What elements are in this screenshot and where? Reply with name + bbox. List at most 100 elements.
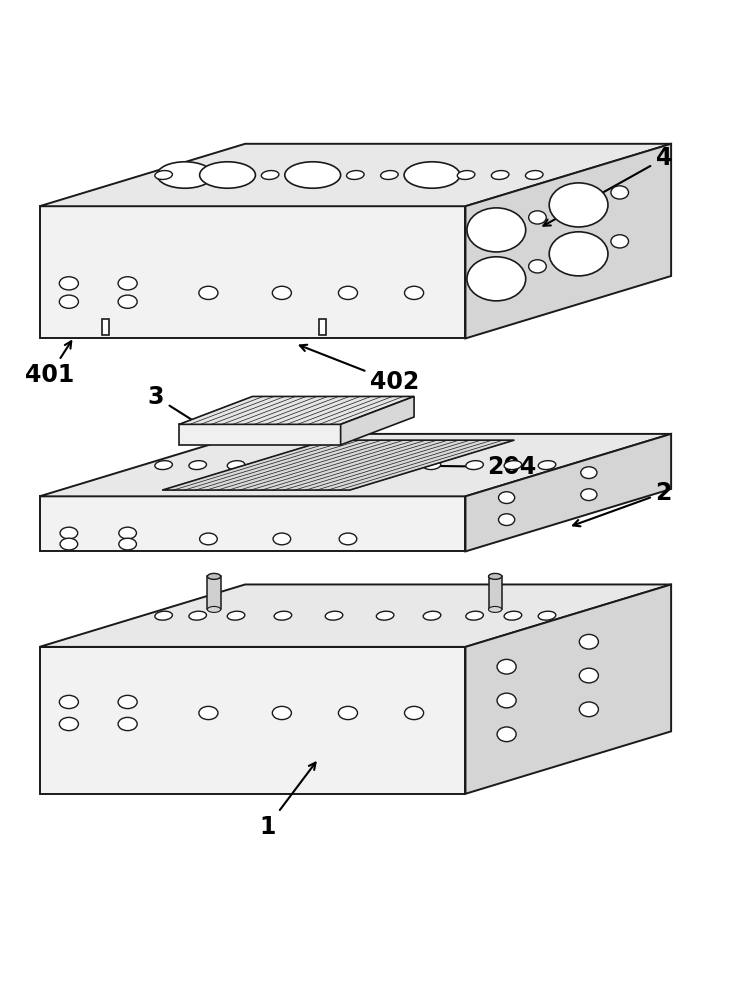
Ellipse shape (611, 235, 628, 248)
Ellipse shape (497, 727, 517, 742)
Ellipse shape (118, 295, 137, 308)
Polygon shape (39, 434, 671, 496)
Ellipse shape (59, 295, 78, 308)
Ellipse shape (491, 171, 509, 179)
Polygon shape (179, 424, 340, 445)
Ellipse shape (525, 171, 543, 179)
Polygon shape (465, 434, 671, 551)
Polygon shape (179, 396, 414, 424)
Text: 3: 3 (148, 385, 204, 428)
Ellipse shape (157, 162, 213, 188)
Ellipse shape (465, 611, 483, 620)
Ellipse shape (499, 514, 515, 526)
Ellipse shape (405, 706, 423, 720)
Ellipse shape (338, 706, 357, 720)
Ellipse shape (528, 211, 546, 224)
Ellipse shape (467, 257, 525, 301)
Ellipse shape (155, 611, 172, 620)
Ellipse shape (488, 573, 502, 579)
Ellipse shape (423, 461, 441, 470)
Ellipse shape (538, 461, 556, 470)
Ellipse shape (497, 659, 517, 674)
Text: 402: 402 (300, 345, 420, 394)
Polygon shape (465, 144, 671, 338)
Ellipse shape (59, 695, 78, 709)
Ellipse shape (118, 695, 137, 709)
Polygon shape (340, 396, 414, 445)
Ellipse shape (272, 286, 292, 299)
Ellipse shape (59, 717, 78, 731)
Ellipse shape (423, 611, 441, 620)
Polygon shape (207, 576, 221, 609)
Ellipse shape (467, 208, 525, 252)
Ellipse shape (579, 668, 599, 683)
Ellipse shape (272, 706, 292, 720)
Ellipse shape (497, 693, 517, 708)
Polygon shape (39, 496, 465, 551)
Ellipse shape (155, 171, 172, 179)
Ellipse shape (325, 611, 343, 620)
Ellipse shape (377, 461, 394, 470)
Ellipse shape (261, 171, 279, 179)
Ellipse shape (581, 489, 597, 501)
Polygon shape (488, 576, 502, 609)
Ellipse shape (227, 461, 245, 470)
Ellipse shape (199, 706, 218, 720)
Ellipse shape (118, 717, 137, 731)
Ellipse shape (59, 277, 78, 290)
Ellipse shape (200, 162, 255, 188)
Polygon shape (465, 584, 671, 794)
Ellipse shape (528, 260, 546, 273)
Polygon shape (319, 319, 326, 335)
Ellipse shape (405, 286, 423, 299)
Ellipse shape (488, 606, 502, 612)
Ellipse shape (189, 461, 206, 470)
Ellipse shape (325, 461, 343, 470)
Ellipse shape (579, 634, 599, 649)
Ellipse shape (499, 492, 515, 503)
Ellipse shape (338, 286, 357, 299)
Ellipse shape (538, 611, 556, 620)
Text: 204: 204 (375, 455, 536, 479)
Ellipse shape (199, 286, 218, 299)
Ellipse shape (579, 702, 599, 717)
Ellipse shape (273, 533, 291, 545)
Text: 401: 401 (25, 341, 74, 387)
Ellipse shape (60, 538, 78, 550)
Text: 1: 1 (259, 763, 315, 839)
Ellipse shape (119, 538, 136, 550)
Ellipse shape (189, 611, 206, 620)
Ellipse shape (377, 611, 394, 620)
Ellipse shape (404, 162, 460, 188)
Ellipse shape (118, 277, 137, 290)
Ellipse shape (346, 171, 364, 179)
Ellipse shape (227, 611, 245, 620)
Ellipse shape (504, 611, 522, 620)
Ellipse shape (207, 573, 221, 579)
Ellipse shape (465, 461, 483, 470)
Polygon shape (102, 319, 110, 335)
Ellipse shape (60, 527, 78, 539)
Ellipse shape (339, 533, 357, 545)
Ellipse shape (504, 461, 522, 470)
Ellipse shape (285, 162, 340, 188)
Ellipse shape (581, 467, 597, 479)
Polygon shape (39, 144, 671, 206)
Ellipse shape (549, 232, 608, 276)
Ellipse shape (200, 533, 218, 545)
Ellipse shape (155, 461, 172, 470)
Ellipse shape (380, 171, 398, 179)
Polygon shape (39, 647, 465, 794)
Polygon shape (39, 206, 465, 338)
Ellipse shape (457, 171, 475, 179)
Polygon shape (39, 584, 671, 647)
Polygon shape (162, 440, 514, 490)
Ellipse shape (274, 611, 292, 620)
Ellipse shape (119, 527, 136, 539)
Ellipse shape (274, 461, 292, 470)
Ellipse shape (207, 606, 221, 612)
Text: 4: 4 (543, 146, 672, 226)
Ellipse shape (611, 186, 628, 199)
Text: 2: 2 (573, 481, 672, 526)
Ellipse shape (549, 183, 608, 227)
